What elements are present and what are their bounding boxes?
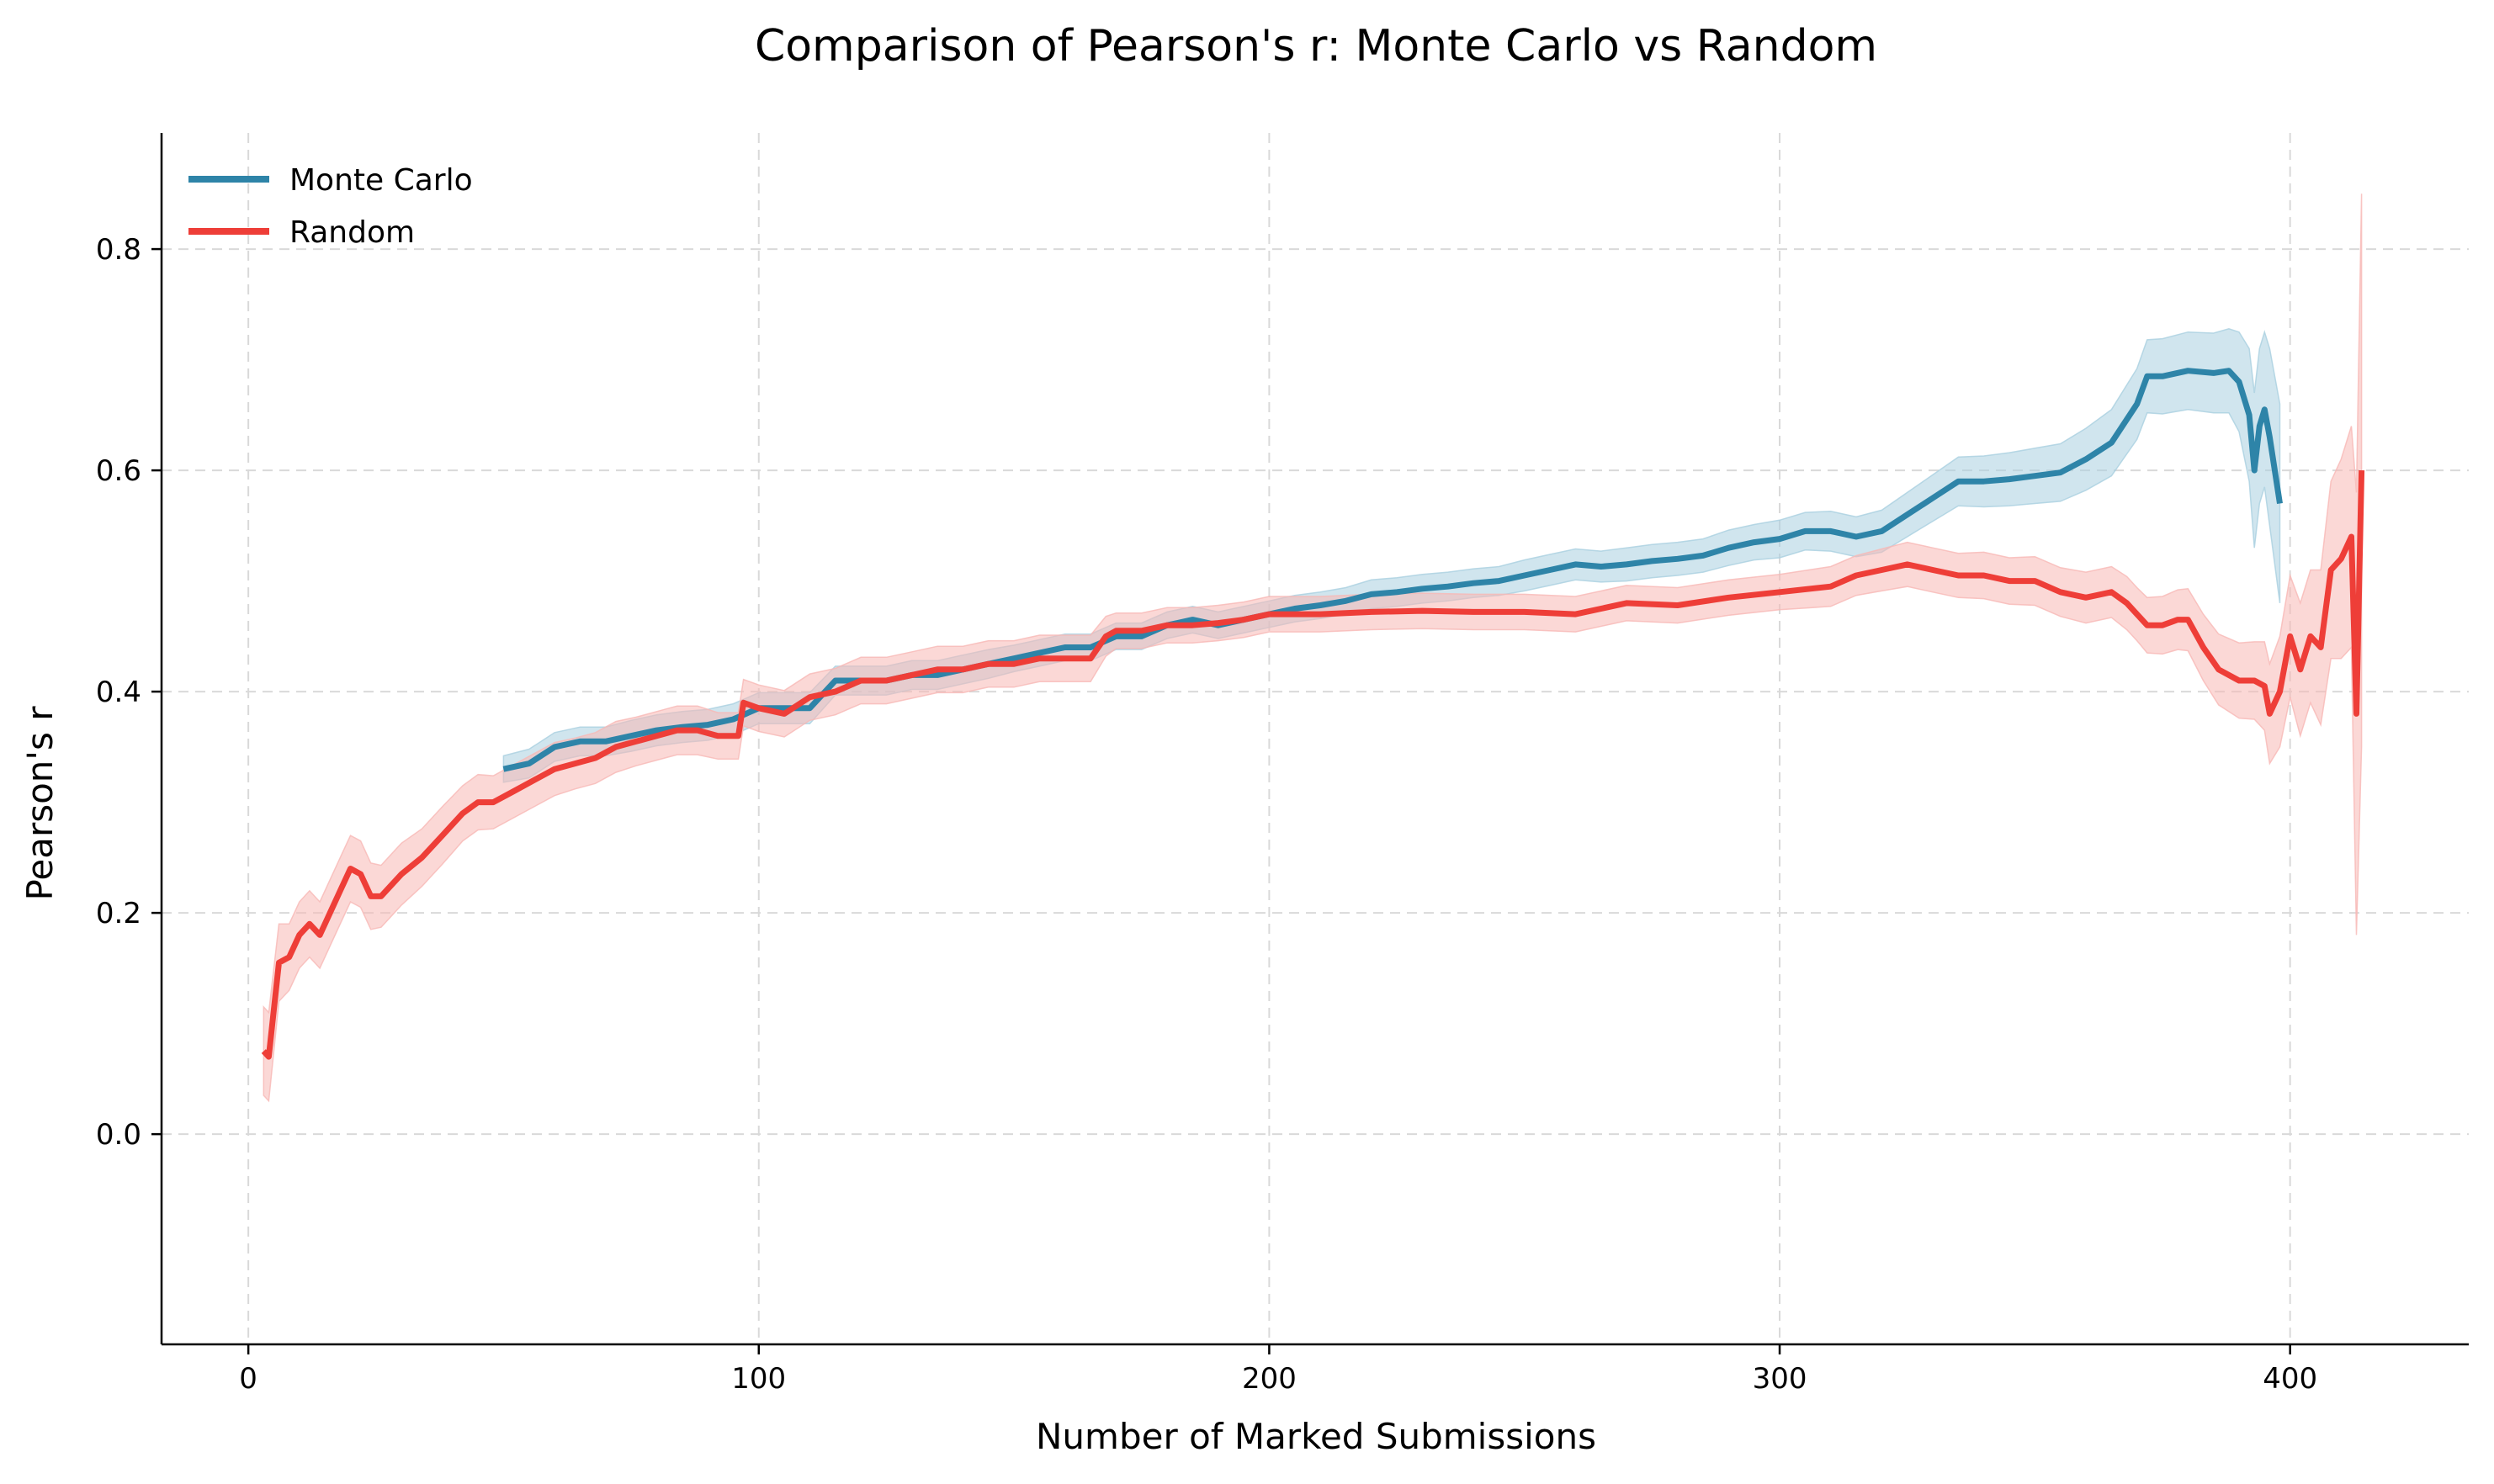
- y-tick-label-2: 0.4: [96, 676, 141, 709]
- grid: [162, 133, 2469, 1344]
- legend-label-random: Random: [289, 215, 415, 250]
- y-tick-label-4: 0.8: [96, 233, 141, 267]
- x-tick-label-3: 300: [1753, 1362, 1807, 1396]
- y-tick-label-1: 0.2: [96, 897, 141, 930]
- series-line-monte-carlo: [502, 368, 2283, 772]
- x-tick-label-0: 0: [239, 1362, 257, 1396]
- tick-labels: 0 100 200 300 400 0.0 0.2 0.4 0.6 0.8: [96, 233, 2317, 1396]
- y-tick-label-0: 0.0: [96, 1118, 141, 1152]
- x-axis-label: Number of Marked Submissions: [1036, 1416, 1596, 1457]
- x-tick-label-2: 200: [1242, 1362, 1297, 1396]
- legend-label-monte-carlo: Monte Carlo: [289, 163, 473, 198]
- chart-title: Comparison of Pearson's r: Monte Carlo v…: [755, 21, 1877, 72]
- y-tick-label-3: 0.6: [96, 454, 141, 488]
- series-line-random: [261, 470, 2365, 1060]
- legend: Monte Carlo Random: [188, 163, 473, 250]
- y-axis-label: Pearson's r: [19, 706, 61, 901]
- x-tick-label-4: 400: [2263, 1362, 2317, 1396]
- x-tick-label-1: 100: [731, 1362, 786, 1396]
- series-lines: [261, 368, 2365, 1060]
- axes: [151, 133, 2469, 1354]
- band-random: [263, 193, 2363, 1103]
